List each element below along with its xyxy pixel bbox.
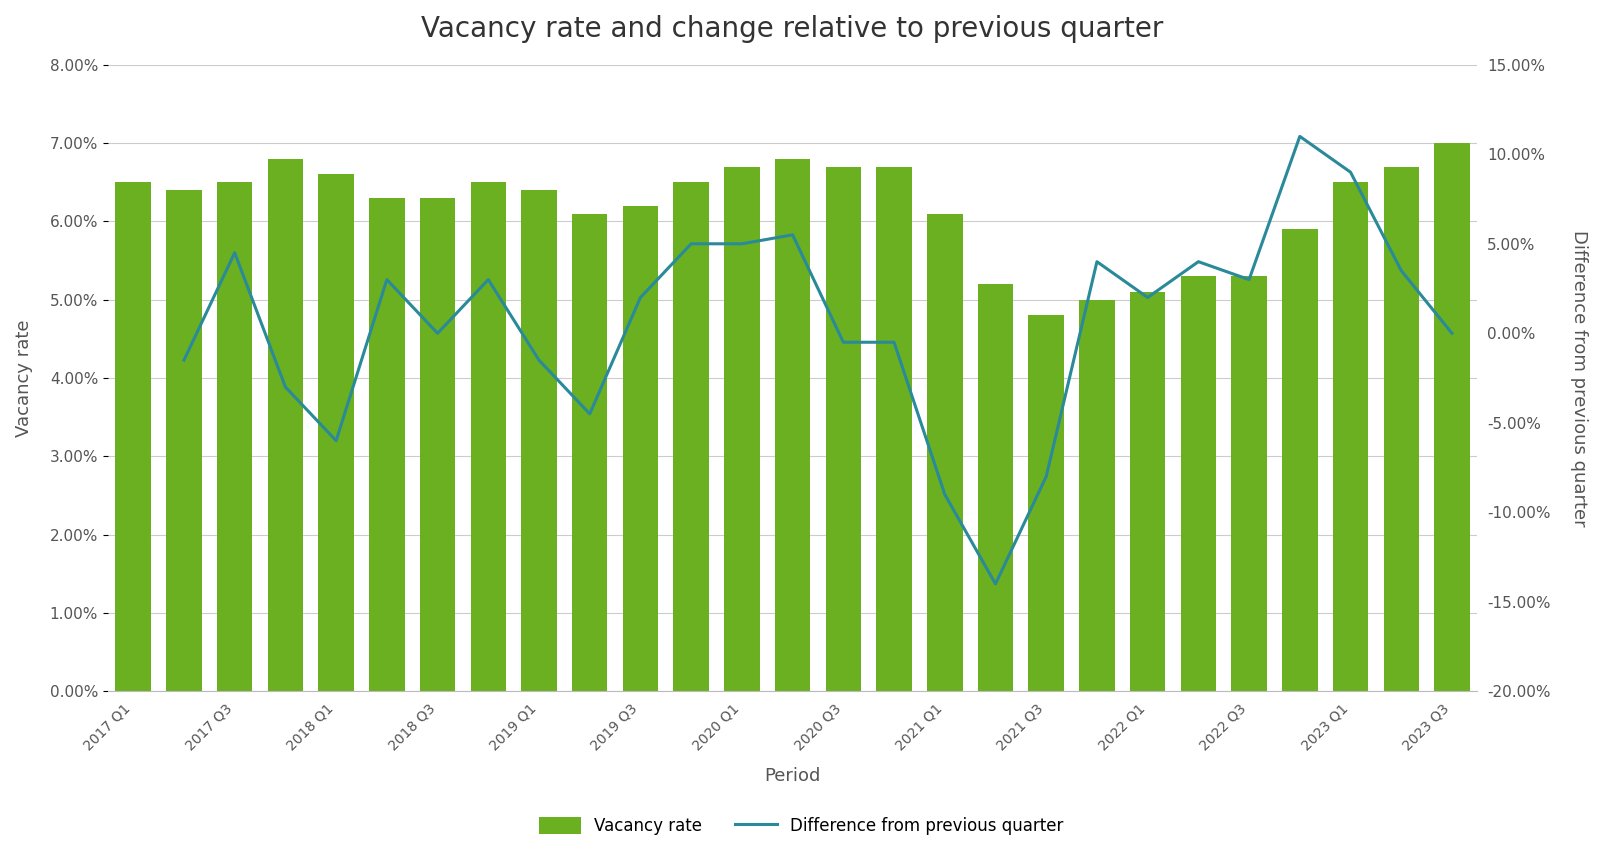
Bar <box>1282 230 1318 691</box>
Bar <box>521 190 556 691</box>
X-axis label: Period: Period <box>765 767 821 785</box>
Bar <box>1079 300 1114 691</box>
Bar <box>1435 143 1470 691</box>
Bar <box>115 182 151 691</box>
Bar <box>877 167 912 691</box>
Title: Vacancy rate and change relative to previous quarter: Vacancy rate and change relative to prev… <box>422 15 1164 43</box>
Bar <box>622 206 659 691</box>
Bar <box>978 284 1013 691</box>
Y-axis label: Vacancy rate: Vacancy rate <box>14 319 34 437</box>
Bar <box>826 167 861 691</box>
Bar <box>167 190 202 691</box>
Bar <box>1130 292 1165 691</box>
Legend: Vacancy rate, Difference from previous quarter: Vacancy rate, Difference from previous q… <box>531 808 1072 843</box>
Bar <box>369 198 404 691</box>
Bar <box>774 159 811 691</box>
Y-axis label: Difference from previous quarter: Difference from previous quarter <box>1569 230 1589 526</box>
Bar <box>572 213 608 691</box>
Bar <box>471 182 507 691</box>
Bar <box>420 198 455 691</box>
Bar <box>1383 167 1419 691</box>
Bar <box>268 159 303 691</box>
Bar <box>216 182 252 691</box>
Bar <box>319 175 354 691</box>
Bar <box>1181 276 1217 691</box>
Bar <box>1332 182 1369 691</box>
Bar <box>1029 316 1064 691</box>
Bar <box>673 182 709 691</box>
Bar <box>1231 276 1266 691</box>
Bar <box>725 167 760 691</box>
Bar <box>927 213 962 691</box>
